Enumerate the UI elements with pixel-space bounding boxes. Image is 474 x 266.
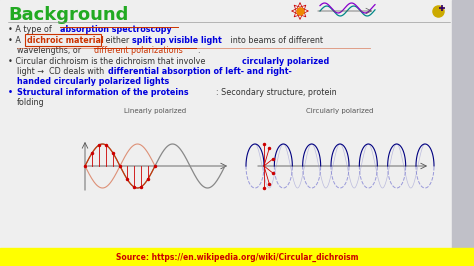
Text: different polarizations: different polarizations (94, 46, 183, 55)
Text: • A type of: • A type of (8, 25, 54, 34)
Text: Circularly polarized: Circularly polarized (306, 108, 374, 114)
Bar (452, 0, 474, 248)
Text: • Circular dichroism is the dichroism that involve: • Circular dichroism is the dichroism th… (8, 57, 208, 66)
Text: folding: folding (17, 98, 45, 107)
Text: differential absorption of left- and right-: differential absorption of left- and rig… (108, 67, 292, 76)
Text: circularly polarized: circularly polarized (242, 57, 329, 66)
Text: .: . (197, 46, 200, 55)
Text: Background: Background (8, 6, 128, 24)
Text: handed circularly polarized lights: handed circularly polarized lights (17, 77, 169, 86)
Text: split up visible light: split up visible light (132, 36, 222, 45)
Text: into beams of different: into beams of different (228, 36, 323, 45)
Text: wavelengths, or: wavelengths, or (17, 46, 83, 55)
Text: Structural information of the proteins: Structural information of the proteins (17, 88, 189, 97)
Text: light →  CD deals with: light → CD deals with (17, 67, 107, 76)
Text: either: either (103, 36, 132, 45)
Text: • A: • A (8, 36, 23, 45)
Bar (0, 248, 474, 266)
Text: Linearly polarized: Linearly polarized (124, 108, 186, 114)
Text: •: • (8, 88, 16, 97)
Text: : Secondary structure, protein: : Secondary structure, protein (216, 88, 337, 97)
Text: absorption spectroscopy: absorption spectroscopy (60, 25, 172, 34)
Text: Source: https://en.wikipedia.org/wiki/Circular_dichroism: Source: https://en.wikipedia.org/wiki/Ci… (116, 252, 358, 261)
Text: dichroic material: dichroic material (27, 36, 104, 45)
